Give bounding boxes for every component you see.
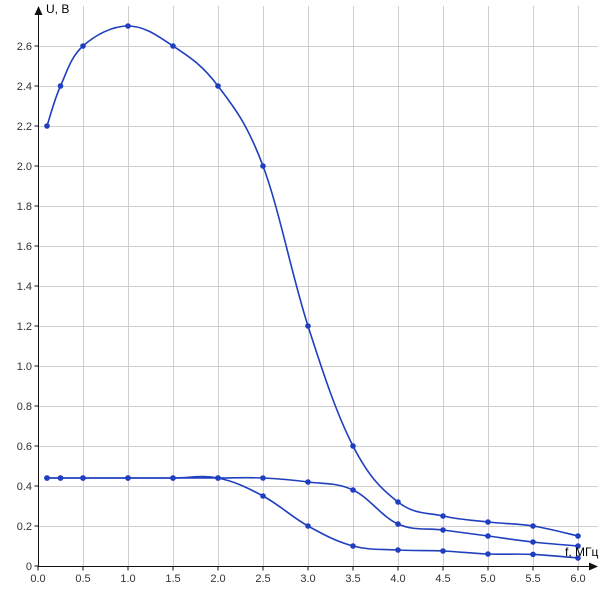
y-tick-label: 2.2 bbox=[17, 121, 32, 133]
y-tick-label: 1.2 bbox=[17, 321, 32, 333]
y-tick-label: 0 bbox=[26, 561, 32, 573]
data-point-series-1 bbox=[125, 23, 131, 29]
data-point-series-2 bbox=[260, 475, 266, 481]
y-axis-label: U, В bbox=[46, 2, 69, 16]
data-point-series-3 bbox=[530, 551, 536, 558]
x-tick-label: 4.0 bbox=[390, 573, 405, 585]
data-point-series-1 bbox=[395, 499, 401, 505]
x-tick-label: 0.0 bbox=[30, 573, 45, 585]
data-point-series-1 bbox=[44, 123, 50, 129]
y-tick-label: 0.6 bbox=[17, 441, 32, 453]
series-line-1 bbox=[46, 25, 579, 537]
data-point-series-2 bbox=[530, 539, 536, 545]
y-tick-label: 1.6 bbox=[17, 241, 32, 253]
data-point-series-1 bbox=[350, 443, 356, 449]
x-tick-label: 4.5 bbox=[435, 573, 450, 585]
data-point-series-3 bbox=[80, 475, 86, 481]
y-tick-label: 2.0 bbox=[17, 161, 32, 173]
x-tick-label: 1.5 bbox=[165, 573, 180, 585]
data-point-series-3 bbox=[215, 475, 221, 481]
data-point-series-3 bbox=[485, 551, 491, 557]
x-tick-label: 3.5 bbox=[345, 573, 360, 585]
data-point-series-3 bbox=[125, 475, 131, 481]
data-point-series-3 bbox=[350, 543, 356, 549]
data-point-series-2 bbox=[440, 527, 446, 533]
data-point-series-3 bbox=[575, 555, 581, 561]
series-line-2 bbox=[47, 476, 579, 547]
data-point-series-2 bbox=[485, 533, 491, 539]
data-point-series-2 bbox=[350, 487, 356, 493]
data-point-series-1 bbox=[215, 83, 221, 89]
y-tick-label: 2.4 bbox=[17, 81, 32, 93]
y-tick-label: 1.4 bbox=[17, 281, 32, 293]
y-tick-label: 1.8 bbox=[17, 201, 32, 213]
data-point-series-1 bbox=[440, 513, 446, 519]
x-tick-label: 0.5 bbox=[75, 573, 90, 585]
data-point-series-1 bbox=[57, 83, 64, 89]
data-point-series-2 bbox=[395, 521, 401, 527]
x-tick-label: 1.0 bbox=[120, 573, 135, 585]
grid bbox=[38, 6, 598, 566]
series-line-3 bbox=[47, 475, 579, 559]
y-tick-label: 0.4 bbox=[17, 481, 32, 493]
data-point-series-3 bbox=[305, 523, 311, 529]
data-point-series-1 bbox=[305, 323, 311, 329]
data-point-series-2 bbox=[305, 479, 311, 485]
y-tick-label: 0.2 bbox=[17, 521, 32, 533]
data-point-series-3 bbox=[44, 475, 50, 481]
data-point-series-3 bbox=[440, 548, 446, 554]
y-tick-label: 0.8 bbox=[17, 401, 32, 413]
tick-labels: 0.0 0.5 1.0 1.5 2.0 2.5 3.0 3.5 4.0 4.5 5.0 5.5 6.0 0… bbox=[17, 41, 586, 585]
data-point-series-1 bbox=[260, 163, 266, 169]
data-point-series-3 bbox=[260, 493, 266, 499]
x-tick-label: 5.0 bbox=[480, 573, 495, 585]
x-tick-label: 6.0 bbox=[570, 573, 585, 585]
data-point-series-1 bbox=[80, 43, 86, 49]
x-tick-label: 2.0 bbox=[210, 573, 225, 585]
x-tick-label: 2.5 bbox=[255, 573, 270, 585]
axes bbox=[34, 6, 598, 571]
data-point-series-1 bbox=[485, 519, 491, 525]
data-point-series-1 bbox=[575, 533, 581, 539]
x-axis-arrow-icon bbox=[589, 562, 598, 571]
data-point-series-1 bbox=[170, 43, 176, 49]
data-point-series-3 bbox=[170, 475, 176, 481]
y-tick-label: 2.6 bbox=[17, 41, 32, 53]
x-tick-label: 3.0 bbox=[300, 573, 315, 585]
data-point-series-1 bbox=[530, 523, 536, 529]
data-point-series-3 bbox=[395, 547, 401, 553]
x-axis-label: f, МГц bbox=[565, 545, 598, 559]
series-layer bbox=[44, 23, 581, 561]
x-tick-label: 5.5 bbox=[525, 573, 540, 585]
data-point-series-2 bbox=[575, 543, 581, 549]
y-axis-arrow-icon bbox=[34, 6, 43, 15]
y-tick-label: 1.0 bbox=[17, 361, 32, 373]
data-point-series-3 bbox=[57, 475, 64, 481]
